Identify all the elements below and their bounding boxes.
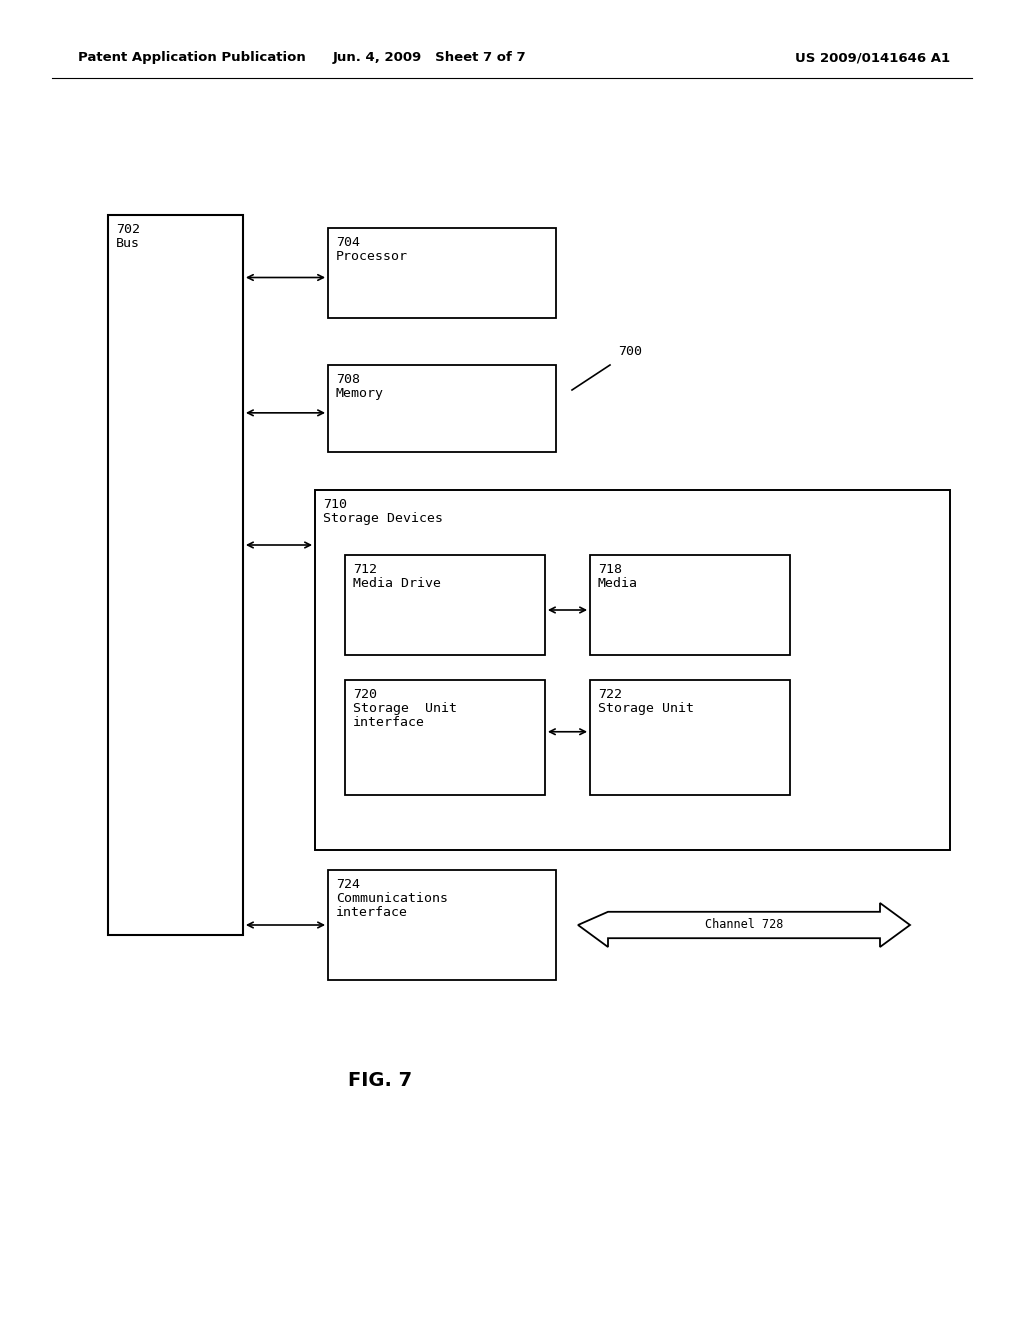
Text: Storage Devices: Storage Devices [323,512,443,525]
Text: 704: 704 [336,236,360,249]
Text: Storage  Unit: Storage Unit [353,702,457,715]
Text: Storage Unit: Storage Unit [598,702,694,715]
Bar [315,490,950,850]
Bar [108,215,243,935]
Text: 722: 722 [598,688,622,701]
Text: 710: 710 [323,498,347,511]
Text: 700: 700 [618,345,642,358]
Text: Bus: Bus [116,238,140,251]
Text: Channel 728: Channel 728 [705,919,783,932]
Text: 720: 720 [353,688,377,701]
Text: Processor: Processor [336,251,408,263]
Bar [590,680,790,795]
Bar [345,554,545,655]
Text: Memory: Memory [336,387,384,400]
Text: 724: 724 [336,878,360,891]
Bar [328,870,556,979]
Text: 702: 702 [116,223,140,236]
Text: 718: 718 [598,564,622,576]
Bar [345,680,545,795]
Text: 712: 712 [353,564,377,576]
Text: Media: Media [598,577,638,590]
Bar [328,366,556,451]
Bar [590,554,790,655]
Text: Jun. 4, 2009   Sheet 7 of 7: Jun. 4, 2009 Sheet 7 of 7 [333,51,526,65]
Bar [328,228,556,318]
Polygon shape [578,903,910,946]
Text: Patent Application Publication: Patent Application Publication [78,51,306,65]
Text: Communications: Communications [336,892,449,906]
Text: interface: interface [336,907,408,920]
Text: Media Drive: Media Drive [353,577,441,590]
Text: US 2009/0141646 A1: US 2009/0141646 A1 [795,51,950,65]
Text: 708: 708 [336,374,360,385]
Text: interface: interface [353,717,425,730]
Text: FIG. 7: FIG. 7 [348,1071,412,1089]
